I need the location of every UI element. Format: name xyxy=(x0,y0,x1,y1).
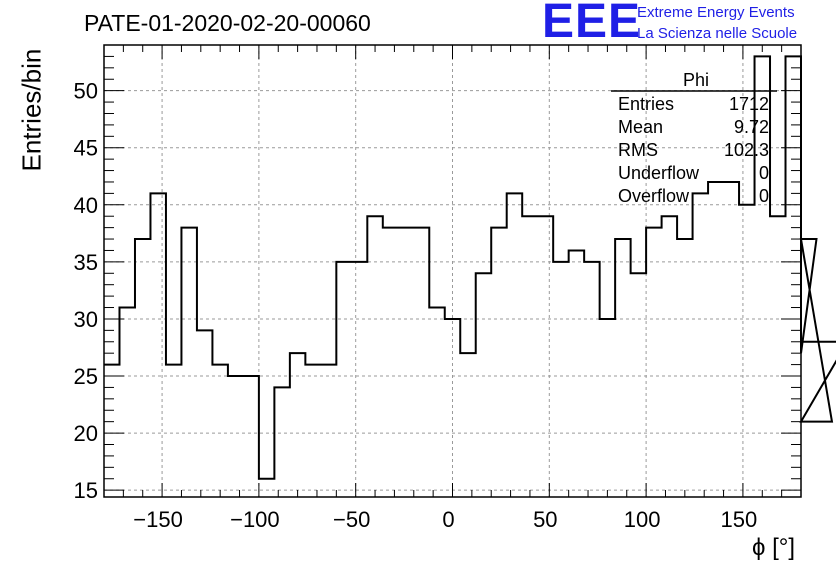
y-tick-label: 15 xyxy=(74,478,98,503)
histogram-bin xyxy=(584,262,599,497)
x-tick-label: −150 xyxy=(133,507,183,532)
x-tick-label: 100 xyxy=(624,507,661,532)
x-axis-label: ϕ [°] xyxy=(752,534,796,561)
histogram-bin xyxy=(336,262,351,497)
histogram-bin xyxy=(104,365,119,497)
stats-box-label: Underflow xyxy=(618,163,700,183)
histogram-bin xyxy=(708,182,723,497)
x-tick-label: −100 xyxy=(230,507,280,532)
x-tick-label: 50 xyxy=(533,507,557,532)
x-tick-label: 150 xyxy=(721,507,758,532)
histogram-bin xyxy=(646,228,661,497)
histogram-bin xyxy=(476,273,491,497)
histogram-bin xyxy=(119,308,134,497)
histogram-bin xyxy=(631,273,646,497)
histogram-bin xyxy=(724,182,739,497)
histogram-bin xyxy=(305,365,320,497)
y-tick-label: 25 xyxy=(74,364,98,389)
histogram-bin xyxy=(491,228,506,497)
stats-box-label: Mean xyxy=(618,117,663,137)
y-tick-label: 50 xyxy=(74,79,98,104)
histogram-bin xyxy=(693,193,708,497)
histogram-bin xyxy=(166,365,181,497)
histogram-bin xyxy=(135,239,150,497)
histogram-bin xyxy=(228,376,243,497)
y-tick-label: 40 xyxy=(74,193,98,218)
histogram-bin xyxy=(212,365,227,497)
histogram-bin xyxy=(181,228,196,497)
histogram-bin xyxy=(538,216,553,497)
stats-box-value: 1712 xyxy=(729,94,769,114)
histogram-bin xyxy=(600,319,615,497)
histogram-bin xyxy=(553,262,568,497)
histogram-bin xyxy=(677,239,692,497)
y-tick-label: 20 xyxy=(74,421,98,446)
histogram-bin xyxy=(398,228,413,497)
histogram-bin xyxy=(445,319,460,497)
x-tick-label: 0 xyxy=(442,507,454,532)
y-axis-label: Entries/bin xyxy=(16,48,47,172)
histogram-bin xyxy=(243,376,258,497)
histogram-bin xyxy=(367,216,382,497)
stats-box-value: 0 xyxy=(759,163,769,183)
histogram-bin xyxy=(414,228,429,497)
histogram-bin xyxy=(739,205,754,497)
histogram-bin xyxy=(259,479,274,497)
histogram-bin xyxy=(383,228,398,497)
histogram-bin xyxy=(786,56,801,497)
x-tick-label: −50 xyxy=(333,507,370,532)
stats-box-label: Overflow xyxy=(618,186,690,206)
histogram-bin xyxy=(460,353,475,497)
histogram-bin xyxy=(429,308,444,497)
histogram-bin xyxy=(321,365,336,497)
y-tick-label: 35 xyxy=(74,250,98,275)
chart-title: PATE-01-2020-02-20-00060 xyxy=(84,10,371,36)
histogram-bin xyxy=(770,216,785,497)
eee-tagline-1: Extreme Energy Events xyxy=(637,4,795,21)
y-tick-label: 30 xyxy=(74,307,98,332)
histogram-bin xyxy=(274,387,289,497)
eee-logo: EEE xyxy=(542,0,642,48)
histogram-bin xyxy=(662,216,677,497)
eee-tagline-2: La Scienza nelle Scuole xyxy=(637,25,798,42)
stats-box-title: Phi xyxy=(683,70,709,90)
histogram-bin xyxy=(569,250,584,497)
y-tick-label: 45 xyxy=(74,136,98,161)
histogram-bin xyxy=(522,216,537,497)
stats-box-label: Entries xyxy=(618,94,674,114)
histogram-outline xyxy=(104,55,836,480)
histogram-bin xyxy=(507,193,522,497)
histogram-bin xyxy=(197,330,212,497)
histogram-bin xyxy=(352,262,367,497)
stats-box-value: 102.3 xyxy=(724,140,769,160)
histogram-bin xyxy=(150,193,165,497)
stats-box-value: 0 xyxy=(759,186,769,206)
histogram-bin xyxy=(615,239,630,497)
histogram-bin xyxy=(290,353,305,497)
stats-box-label: RMS xyxy=(618,140,658,160)
stats-box-value: 9.72 xyxy=(734,117,769,137)
